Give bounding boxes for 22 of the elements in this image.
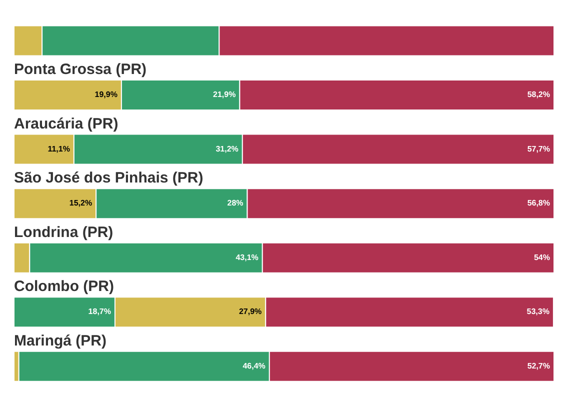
data-label: 43,1%	[236, 252, 258, 262]
data-label: 18,7%	[88, 307, 111, 316]
data-label: 52,7%	[527, 361, 550, 370]
y-tick-label: Araucária (PR)	[14, 115, 118, 132]
y-tick-label: Colombo (PR)	[14, 278, 114, 296]
y-tick-label: Ponta Grossa (PR)	[14, 61, 147, 78]
data-label: 21,9%	[213, 90, 236, 99]
data-label: 53,3%	[526, 307, 550, 316]
data-label: 46,4%	[242, 361, 266, 370]
data-label: 31,2%	[216, 144, 238, 154]
data-label: 28%	[227, 198, 244, 208]
data-label: 58,2%	[527, 90, 550, 99]
data-label: 54%	[534, 252, 550, 262]
y-tick-label: Maringá (PR)	[14, 332, 107, 350]
y-tick-label: São José dos Pinhais (PR)	[14, 170, 204, 187]
data-label: 15,2%	[69, 198, 92, 208]
data-label: 11,1%	[48, 144, 70, 154]
data-label: 56,8%	[527, 198, 550, 208]
data-label: 57,7%	[527, 144, 550, 154]
data-label: 27,9%	[238, 307, 262, 316]
data-label: 19,9%	[94, 90, 118, 99]
y-tick-label: Londrina (PR)	[14, 224, 114, 241]
